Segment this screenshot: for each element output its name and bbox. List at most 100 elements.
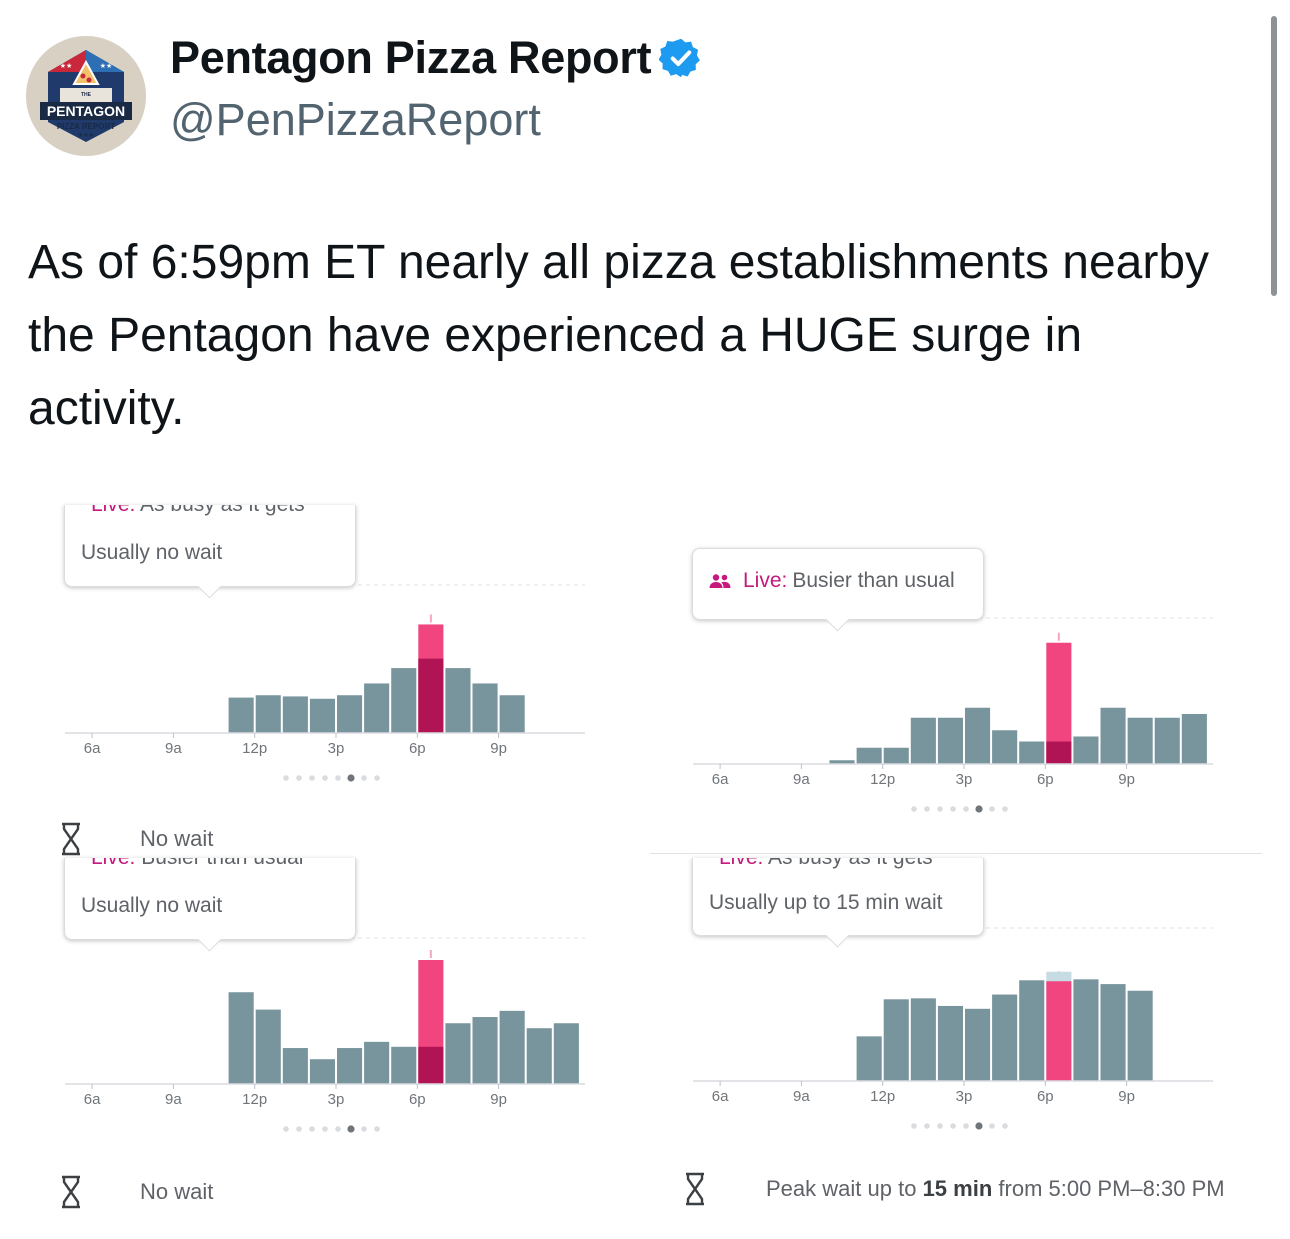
usual-wait-text: Usually no wait: [81, 894, 223, 917]
bar-12[interactable]: [255, 1009, 281, 1084]
bar-16[interactable]: [364, 1041, 390, 1084]
bar-14[interactable]: [309, 698, 335, 733]
bar-11[interactable]: [228, 992, 254, 1084]
pagination-dot[interactable]: [963, 806, 969, 812]
bar-15[interactable]: [337, 695, 363, 733]
pagination-dot[interactable]: [924, 806, 930, 812]
handle[interactable]: @PenPizzaReport: [170, 94, 541, 145]
pagination-dot[interactable]: [911, 1123, 917, 1129]
pagination-dot[interactable]: [989, 1123, 995, 1129]
live-bar[interactable]: [1046, 981, 1072, 1081]
avatar[interactable]: THE PENTAGON PIZZA REPORT ★★★ ★★ ★★: [26, 36, 146, 156]
bar-13[interactable]: [282, 696, 308, 733]
pagination-dot[interactable]: [950, 806, 956, 812]
pagination-dot[interactable]: [322, 1126, 328, 1132]
bar-13[interactable]: [910, 998, 936, 1081]
bar-22[interactable]: [1154, 717, 1180, 764]
wait-row-3: No wait: [60, 1175, 213, 1209]
tick-label: 6p: [1037, 1088, 1054, 1105]
pagination-dot[interactable]: [322, 775, 328, 781]
bar-14[interactable]: [309, 1059, 335, 1084]
pagination-dot[interactable]: [950, 1123, 956, 1129]
bar-17[interactable]: [391, 1046, 417, 1084]
tick-label: 3p: [328, 740, 345, 757]
popular-times-panel-2: 6a 9a 12p 3p 6p 9p Live: Busier than usual: [648, 540, 1268, 895]
tick-label: 9p: [1118, 771, 1135, 788]
bar-16[interactable]: [364, 683, 390, 733]
pagination-dot[interactable]: [283, 775, 289, 781]
popular-times-chart-2: 6a 9a 12p 3p 6p 9p: [693, 617, 1213, 813]
bar-15[interactable]: [337, 1048, 363, 1084]
bar-20[interactable]: [472, 683, 498, 733]
pagination-dot[interactable]: [309, 775, 315, 781]
pagination-dot[interactable]: [309, 1126, 315, 1132]
pagination-dot[interactable]: [347, 774, 355, 782]
scrollbar[interactable]: [1271, 16, 1277, 296]
live-status: Busier than usual: [792, 569, 955, 592]
pagination-dot[interactable]: [335, 1126, 341, 1132]
bar-19[interactable]: [445, 1023, 471, 1084]
bar-11[interactable]: [856, 747, 882, 764]
pagination-dot[interactable]: [1002, 1123, 1008, 1129]
bar-20[interactable]: [472, 1017, 498, 1084]
bar-23[interactable]: [553, 1023, 579, 1084]
bar-20[interactable]: [1100, 984, 1126, 1081]
pagination-dot[interactable]: [975, 805, 983, 813]
pagination-dot[interactable]: [374, 775, 380, 781]
pagination-dot[interactable]: [374, 1126, 380, 1132]
bar-13[interactable]: [282, 1048, 308, 1084]
bar-12[interactable]: [883, 999, 909, 1081]
bar-12[interactable]: [255, 695, 281, 733]
bar-19[interactable]: [445, 668, 471, 733]
bar-15[interactable]: [965, 1008, 991, 1081]
pagination-dot[interactable]: [924, 1123, 930, 1129]
bar-20[interactable]: [1100, 707, 1126, 764]
pagination-dot[interactable]: [283, 1126, 289, 1132]
tick-label: 6a: [84, 740, 101, 757]
pagination-dot[interactable]: [1002, 806, 1008, 812]
bar-12[interactable]: [883, 747, 909, 764]
display-name[interactable]: Pentagon Pizza Report: [170, 32, 703, 84]
bar-14[interactable]: [937, 717, 963, 764]
usual-wait-text: Usually up to 15 min wait: [709, 891, 943, 914]
bar-23[interactable]: [1181, 714, 1207, 764]
tick-label: 9a: [793, 771, 810, 788]
pagination-dot[interactable]: [296, 1126, 302, 1132]
bar-15[interactable]: [965, 707, 991, 764]
live-label: Live:: [91, 858, 135, 869]
pagination-dot[interactable]: [963, 1123, 969, 1129]
bar-21[interactable]: [499, 695, 525, 733]
bar-17[interactable]: [1019, 741, 1045, 765]
bar-19[interactable]: [1073, 979, 1099, 1081]
svg-text:PENTAGON: PENTAGON: [47, 103, 125, 119]
bar-21[interactable]: [499, 1010, 525, 1084]
pagination-dot[interactable]: [911, 806, 917, 812]
live-tooltip-4: Live: As busy as it gets Usually up to 1…: [692, 858, 984, 936]
pagination-dot[interactable]: [361, 1126, 367, 1132]
pagination-dot[interactable]: [347, 1125, 355, 1133]
pagination-dot[interactable]: [361, 775, 367, 781]
pagination-dot[interactable]: [989, 806, 995, 812]
bar-13[interactable]: [910, 717, 936, 764]
bar-17[interactable]: [1019, 980, 1045, 1081]
bar-14[interactable]: [937, 1005, 963, 1081]
bar-17[interactable]: [391, 668, 417, 733]
pagination-dot[interactable]: [937, 1123, 943, 1129]
live-status: As busy as it gets: [768, 858, 933, 869]
bar-22[interactable]: [526, 1028, 552, 1084]
bar-21[interactable]: [1127, 990, 1153, 1081]
live-tooltip-1: Live: As busy as it gets Usually no wait: [64, 505, 356, 587]
bar-11[interactable]: [856, 1036, 882, 1081]
bar-16[interactable]: [992, 994, 1018, 1081]
popular-times-chart-1: 6a 9a 12p 3p 6p 9p: [65, 584, 585, 782]
pagination-dot[interactable]: [335, 775, 341, 781]
bar-16[interactable]: [992, 730, 1018, 764]
bar-10[interactable]: [829, 760, 855, 764]
pagination-dot[interactable]: [975, 1122, 983, 1130]
pagination-dot[interactable]: [296, 775, 302, 781]
bar-11[interactable]: [228, 697, 254, 733]
verified-badge-icon: [659, 38, 701, 78]
pagination-dot[interactable]: [937, 806, 943, 812]
bar-19[interactable]: [1073, 736, 1099, 765]
bar-21[interactable]: [1127, 717, 1153, 764]
